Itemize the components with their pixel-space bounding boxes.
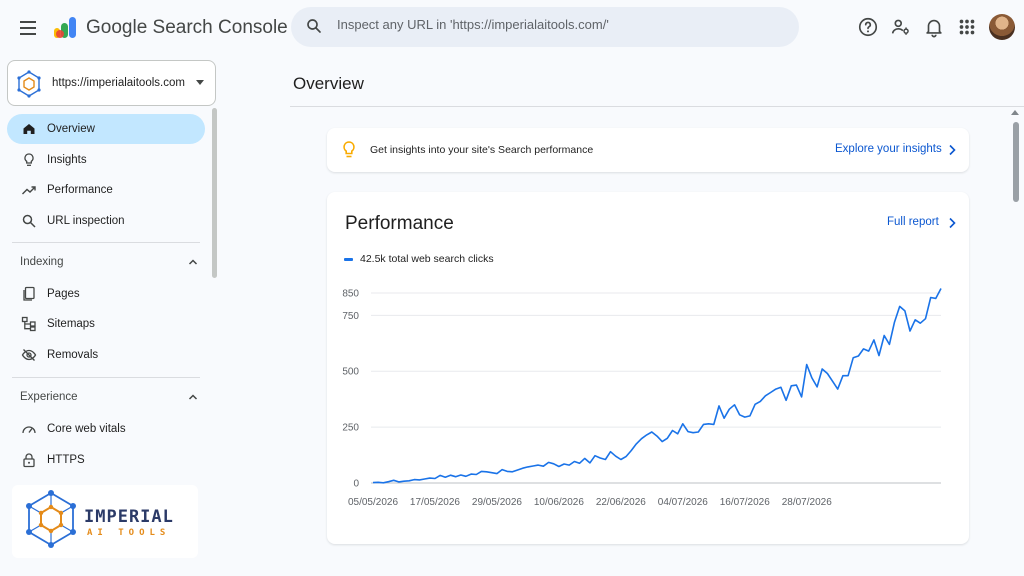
sidebar-item-performance[interactable]: Performance bbox=[7, 175, 205, 205]
sidebar-item-label: Core web vitals bbox=[47, 423, 126, 435]
y-tick-label: 850 bbox=[342, 289, 359, 300]
chevron-up-icon bbox=[188, 394, 198, 400]
apps-grid-icon[interactable] bbox=[956, 16, 978, 38]
manage-users-icon[interactable] bbox=[890, 16, 912, 38]
search-icon bbox=[307, 19, 321, 33]
brand-subtitle: AI TOOLS bbox=[87, 528, 171, 538]
sidebar-item-url-inspection[interactable]: URL inspection bbox=[7, 206, 205, 236]
search-icon bbox=[22, 214, 36, 228]
speed-gauge-icon bbox=[22, 426, 36, 434]
clicks-line-chart: 0 250 500 750 850 05/05/2026 17/05/2026 29/05/2… bbox=[342, 288, 942, 508]
main-scrollbar[interactable] bbox=[1013, 122, 1019, 202]
sidebar-scrollbar[interactable] bbox=[212, 108, 217, 278]
main-menu-button[interactable] bbox=[16, 16, 40, 40]
property-selector[interactable]: https://imperialaitools.com bbox=[7, 60, 216, 106]
header-divider bbox=[290, 106, 1024, 107]
sidebar-item-overview[interactable]: Overview bbox=[7, 114, 205, 144]
insights-banner: Get insights into your site's Search per… bbox=[327, 128, 969, 172]
performance-title: Performance bbox=[345, 213, 454, 234]
y-tick-label: 0 bbox=[353, 479, 359, 490]
chart-legend: 42.5k total web search clicks bbox=[344, 253, 494, 265]
y-tick-label: 250 bbox=[342, 423, 359, 434]
top-bar: Google Search Console bbox=[0, 0, 1024, 56]
scroll-up-arrow[interactable] bbox=[1011, 110, 1019, 115]
legend-swatch bbox=[344, 257, 353, 261]
sidebar-item-label: HTTPS bbox=[47, 454, 85, 466]
lock-icon bbox=[23, 453, 35, 468]
sidebar-divider bbox=[12, 242, 200, 243]
sidebar-item-label: Insights bbox=[47, 154, 87, 166]
full-report-link[interactable]: Full report bbox=[887, 216, 939, 228]
sidebar-item-label: Removals bbox=[47, 349, 99, 361]
explore-insights-link[interactable]: Explore your insights bbox=[835, 143, 942, 155]
pages-icon bbox=[23, 286, 35, 301]
x-tick-label: 29/05/2026 bbox=[472, 497, 522, 508]
home-icon bbox=[23, 124, 35, 134]
x-tick-label: 28/07/2026 bbox=[782, 497, 832, 508]
sidebar-divider bbox=[12, 377, 200, 378]
clicks-series-line bbox=[372, 288, 942, 484]
notifications-icon[interactable] bbox=[923, 16, 945, 38]
y-tick-label: 500 bbox=[342, 367, 359, 378]
chevron-up-icon bbox=[188, 259, 198, 265]
search-input[interactable] bbox=[337, 17, 777, 32]
insights-bulb-icon bbox=[24, 153, 34, 166]
chevron-right-icon[interactable] bbox=[947, 144, 957, 156]
sitemap-icon bbox=[21, 316, 36, 332]
insights-banner-text: Get insights into your site's Search per… bbox=[370, 144, 594, 156]
experience-section-header[interactable]: Experience bbox=[7, 384, 205, 410]
app-title: Google Search Console bbox=[86, 17, 288, 38]
page-title: Overview bbox=[293, 74, 364, 93]
search-console-logo bbox=[54, 17, 76, 38]
performance-card: Performance Full report 42.5k total web … bbox=[327, 192, 969, 544]
brand-name: IMPERIAL bbox=[84, 507, 174, 527]
x-tick-label: 04/07/2026 bbox=[658, 497, 708, 508]
section-title: Experience bbox=[20, 391, 78, 403]
lightbulb-icon bbox=[343, 141, 355, 158]
visibility-off-icon bbox=[21, 349, 37, 361]
sidebar-item-label: Performance bbox=[47, 184, 113, 196]
x-tick-label: 22/06/2026 bbox=[596, 497, 646, 508]
help-icon[interactable] bbox=[857, 16, 879, 38]
x-tick-label: 17/05/2026 bbox=[410, 497, 460, 508]
brand-hexagon-logo bbox=[26, 490, 76, 548]
account-avatar[interactable] bbox=[989, 14, 1015, 40]
legend-label: 42.5k total web search clicks bbox=[360, 253, 494, 265]
section-title: Indexing bbox=[20, 256, 64, 268]
sidebar-item-removals[interactable]: Removals bbox=[7, 340, 205, 370]
chevron-right-icon[interactable] bbox=[947, 217, 957, 229]
property-logo-icon bbox=[17, 70, 41, 98]
sidebar-item-label: Overview bbox=[47, 123, 95, 135]
property-url: https://imperialaitools.com bbox=[52, 77, 185, 89]
chevron-down-icon bbox=[196, 80, 204, 85]
x-tick-label: 05/05/2026 bbox=[348, 497, 398, 508]
sidebar-item-label: Pages bbox=[47, 288, 80, 300]
y-tick-label: 750 bbox=[342, 311, 359, 322]
trending-up-icon bbox=[22, 186, 36, 195]
sidebar-item-label: URL inspection bbox=[47, 215, 125, 227]
sidebar-item-https[interactable]: HTTPS bbox=[7, 445, 205, 475]
indexing-section-header[interactable]: Indexing bbox=[7, 249, 205, 275]
sidebar-item-label: Sitemaps bbox=[47, 318, 95, 330]
x-tick-label: 10/06/2026 bbox=[534, 497, 584, 508]
brand-logo-card: IMPERIAL AI TOOLS bbox=[12, 485, 198, 558]
sidebar-item-pages[interactable]: Pages bbox=[7, 279, 205, 309]
sidebar-item-core-web-vitals[interactable]: Core web vitals bbox=[7, 414, 205, 444]
url-inspection-search[interactable] bbox=[291, 7, 799, 47]
sidebar-item-insights[interactable]: Insights bbox=[7, 145, 205, 175]
x-tick-label: 16/07/2026 bbox=[720, 497, 770, 508]
sidebar-item-sitemaps[interactable]: Sitemaps bbox=[7, 309, 205, 339]
